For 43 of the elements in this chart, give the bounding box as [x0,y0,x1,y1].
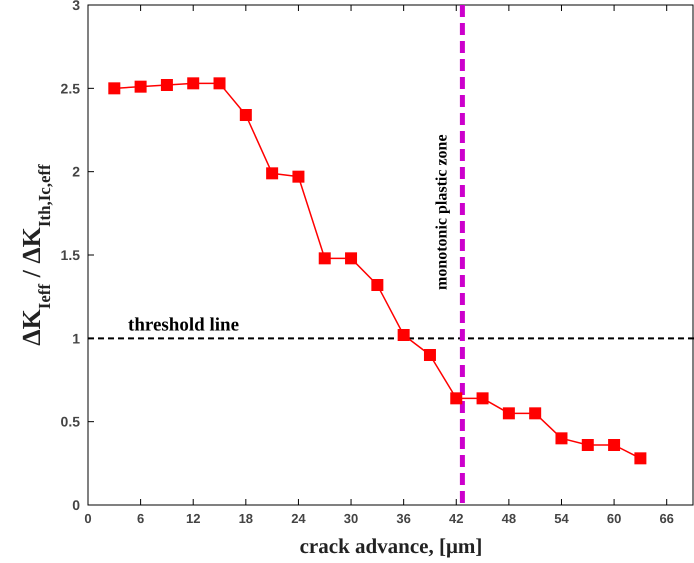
x-tick-label: 18 [238,511,254,526]
point [214,77,226,90]
x-tick-label: 60 [606,511,622,526]
x-tick-label: 30 [344,511,358,526]
point [371,279,384,291]
x-tick-label: 24 [291,511,306,526]
ref-line-label: monotonic plastic zone [433,134,450,290]
y-tick-label: 3 [72,0,80,13]
point [398,329,410,341]
point [555,432,568,444]
point [476,392,489,404]
point [608,439,620,451]
x-axis-title: crack advance, [μm] [300,534,482,558]
ref-line-label: threshold line [128,314,240,336]
y-tick-label: 2 [72,164,80,180]
x-tick-label: 36 [396,511,411,526]
point [266,167,278,180]
x-tick-label: 0 [84,511,92,526]
y-tick-label: 1.5 [60,247,80,263]
point [160,79,173,91]
point [529,407,542,420]
x-tick-label: 6 [136,511,144,526]
y-tick-label: 1 [72,330,80,346]
point [502,407,515,420]
point [187,77,200,90]
point [240,109,252,121]
x-tick-label: 42 [449,511,464,526]
y-tick-label: 0 [72,497,80,513]
point [345,252,358,264]
y-tick-label: 0.5 [60,414,80,430]
point [424,349,436,361]
point [582,439,594,451]
point [450,392,462,404]
x-tick-label: 48 [502,511,516,526]
point [108,82,120,94]
x-tick-label: 12 [186,511,200,526]
point [292,170,304,183]
point [134,80,147,93]
point [634,452,646,464]
point [318,252,331,264]
x-tick-label: 54 [554,511,570,526]
y-tick-label: 2.5 [60,80,80,96]
x-tick-label: 66 [659,511,674,526]
